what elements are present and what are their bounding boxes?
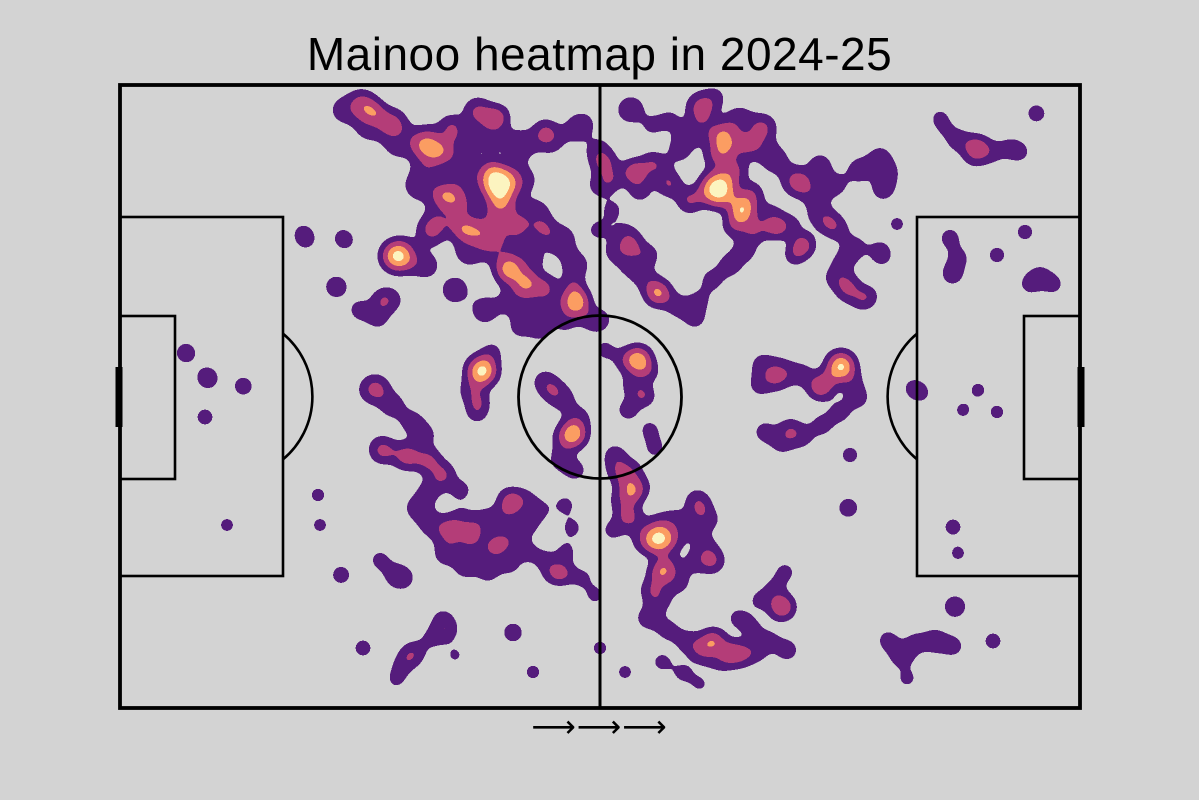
- heatmap-contours: [177, 87, 1061, 692]
- penalty-arc-right: [886, 332, 918, 461]
- chart-title: Mainoo heatmap in 2024-25: [306, 28, 893, 80]
- penalty-area-left: [118, 215, 285, 578]
- goal-area-right: [1022, 314, 1082, 481]
- center-circle: [517, 314, 683, 480]
- pitch-lines: [115, 83, 1085, 710]
- penalty-area-right: [915, 215, 1082, 578]
- heatmap-band-peak: [177, 87, 1061, 692]
- attack-direction-arrows: ⟶⟶⟶: [531, 709, 668, 745]
- penalty-arc-left: [282, 332, 314, 461]
- goal-area-left: [118, 314, 177, 481]
